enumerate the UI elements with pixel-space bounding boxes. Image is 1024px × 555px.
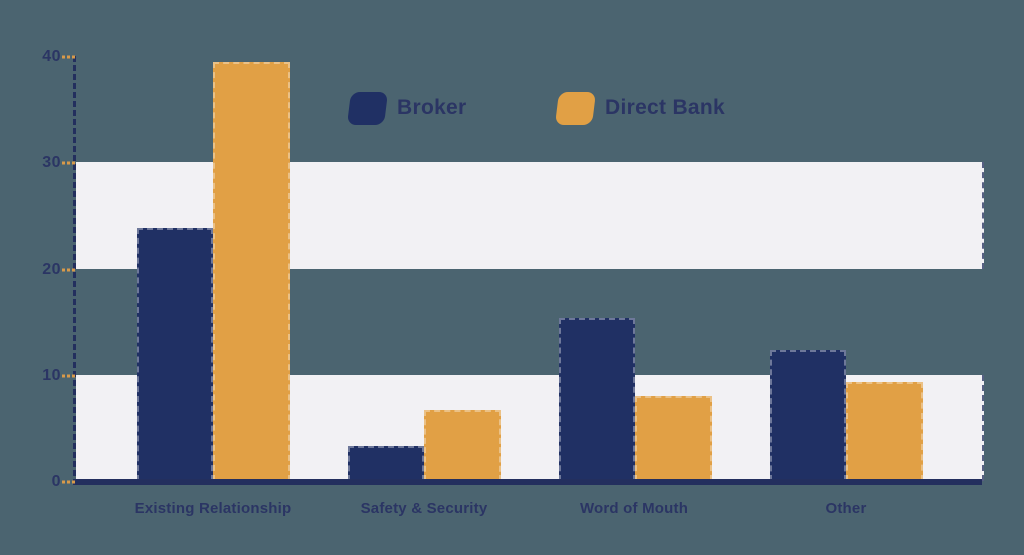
bar-broker-existing-relationship [136,228,213,481]
y-tick-mark [62,480,75,484]
bar-broker-other [769,350,846,481]
y-tick-label: 10 [42,366,61,384]
legend-item-broker: Broker [346,91,467,125]
y-tick-mark [62,55,75,59]
y-tick-mark [62,161,75,165]
x-label-word-of-mouth: Word of Mouth [579,500,689,517]
legend-label-broker: Broker [397,96,467,119]
y-tick-label: 40 [42,48,61,65]
y-tick-label: 0 [51,473,61,490]
bar-direct-bank-word-of-mouth [635,396,712,481]
bar-direct-bank-other [846,382,923,481]
legend-swatch-broker-icon [346,91,389,125]
y-tick-label: 30 [42,154,61,172]
x-label-other: Other [825,500,867,517]
bar-direct-bank-safety-security [424,409,501,481]
x-axis-line [76,479,982,485]
x-label-existing-relationship: Existing Relationship [134,500,292,517]
bar-broker-word-of-mouth [558,318,635,481]
y-tick-mark [62,374,75,378]
bar-broker-safety-security [347,445,424,481]
legend-item-direct-bank: Direct Bank [554,91,726,125]
y-tick-mark [62,268,75,271]
x-label-safety-security: Safety & Security [360,500,488,517]
y-tick-label: 20 [42,260,61,278]
legend-label-direct-bank: Direct Bank [605,96,726,119]
bar-direct-bank-existing-relationship [213,62,290,481]
legend-swatch-direct-bank-icon [554,91,597,125]
